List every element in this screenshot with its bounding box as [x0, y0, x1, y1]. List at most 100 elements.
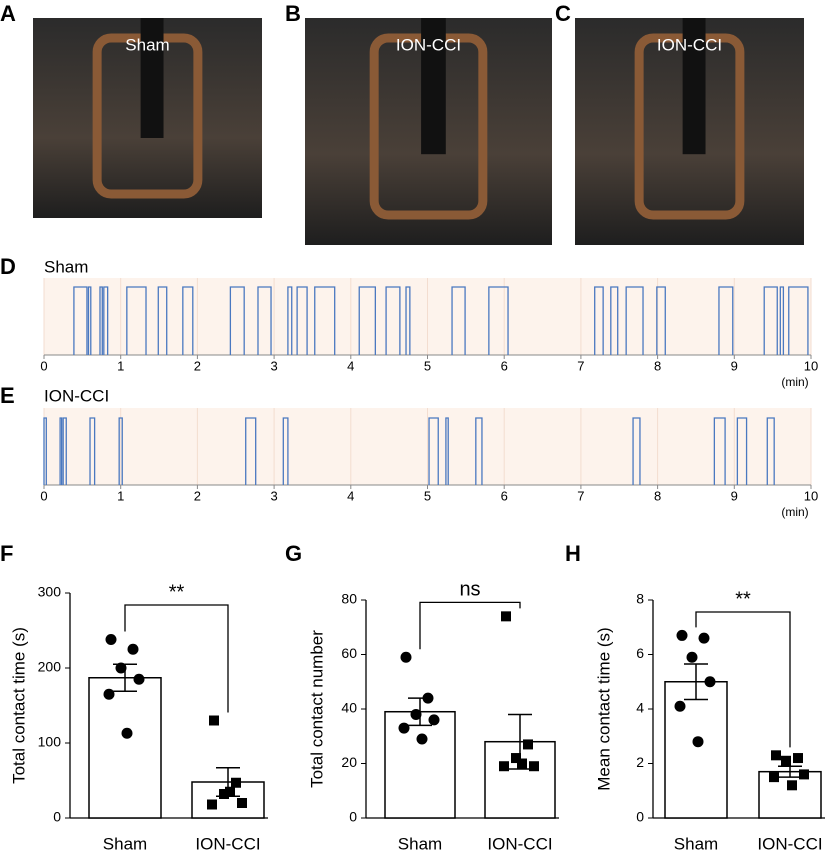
contact-pulse: [43, 417, 47, 485]
x-tick-label: Sham: [103, 834, 147, 853]
contact-pulse: [718, 286, 734, 355]
data-point: [231, 777, 241, 788]
data-point: [428, 714, 440, 726]
y-tick-label: 40: [341, 700, 357, 716]
y-tick-label: 6: [636, 645, 644, 661]
y-tick-label: 4: [636, 700, 644, 716]
data-point: [422, 692, 434, 704]
data-point: [781, 755, 791, 766]
panel-letter: B: [285, 1, 301, 26]
y-tick-label: 20: [341, 754, 357, 770]
contact-pulse: [445, 417, 449, 485]
y-tick-label: 200: [38, 659, 62, 675]
contact-pulse: [103, 286, 109, 355]
contact-pulse: [788, 286, 809, 355]
contact-pulse: [763, 286, 778, 355]
data-point: [410, 708, 422, 720]
data-point: [517, 758, 527, 769]
contact-pulse: [451, 286, 466, 355]
contact-pulse: [89, 417, 96, 485]
x-tick-label: 7: [577, 488, 584, 503]
data-point: [121, 727, 133, 739]
contact-pulse: [713, 417, 726, 485]
x-axis-label: (min): [781, 505, 808, 519]
probe: [682, 18, 706, 155]
y-axis-label: Mean contact time (s): [594, 627, 613, 790]
contact-pulse: [62, 417, 67, 485]
photo-label: ION-CCI: [396, 35, 461, 54]
x-tick-label: 3: [270, 358, 277, 373]
probe: [421, 18, 446, 155]
data-point: [787, 780, 797, 791]
y-axis-label: Total contact number: [307, 630, 326, 788]
y-tick-label: 80: [341, 591, 357, 607]
timeline-title: ION-CCI: [44, 386, 109, 405]
x-tick-label: 8: [654, 488, 661, 503]
contact-pulse: [736, 417, 748, 485]
x-tick-label: Sham: [674, 834, 718, 853]
significance-bracket: [695, 611, 791, 748]
contact-pulse: [118, 417, 123, 485]
y-tick-label: 0: [53, 809, 61, 825]
x-tick-label: 4: [347, 488, 354, 503]
x-axis-label: (min): [781, 375, 808, 389]
bar: [384, 710, 456, 819]
photo-label: ION-CCI: [657, 35, 722, 54]
x-tick-label: ION-CCI: [757, 834, 822, 853]
contact-pulse: [282, 417, 289, 485]
y-axis-label: Total contact time (s): [9, 627, 28, 784]
significance-bracket: [419, 601, 521, 650]
x-tick-label: 6: [501, 358, 508, 373]
contact-pulse: [182, 286, 194, 355]
bar: [88, 677, 162, 819]
data-point: [127, 643, 139, 655]
significance-label: **: [735, 588, 751, 610]
contact-pulse: [475, 417, 483, 485]
significance-label: **: [169, 581, 185, 603]
x-tick-label: 0: [40, 488, 47, 503]
contact-pulse: [296, 286, 308, 355]
contact-pulse: [287, 286, 293, 355]
data-point: [523, 739, 533, 750]
x-tick-label: 4: [347, 358, 354, 373]
panel-letter: D: [0, 254, 16, 279]
bar: [664, 681, 728, 819]
contact-pulse: [229, 286, 245, 355]
x-tick-label: ION-CCI: [487, 834, 552, 853]
data-point: [225, 786, 235, 797]
timeline-title: Sham: [44, 257, 88, 276]
contact-pulse: [385, 286, 401, 355]
contact-pulse: [610, 286, 619, 355]
y-tick-label: 100: [38, 734, 62, 750]
contact-pulse: [87, 286, 92, 355]
data-point: [529, 761, 539, 772]
contact-pulse: [245, 417, 257, 485]
error-bar: [684, 663, 708, 701]
significance-bracket: [124, 604, 229, 713]
panel-letter: A: [0, 1, 16, 26]
contact-pulse: [428, 417, 439, 485]
data-point: [793, 753, 803, 764]
x-tick-label: 5: [424, 358, 431, 373]
contact-pulse: [99, 286, 103, 355]
contact-pulse: [59, 417, 63, 485]
contact-pulse: [314, 286, 336, 355]
y-tick-label: 300: [38, 584, 62, 600]
x-tick-label: 0: [40, 358, 47, 373]
contact-pulse: [656, 286, 666, 355]
data-point: [103, 688, 115, 700]
x-tick-label: 6: [501, 488, 508, 503]
data-point: [400, 651, 412, 663]
data-point: [209, 715, 219, 726]
bar: [758, 770, 822, 819]
panel-letter: C: [555, 1, 571, 26]
x-tick-label: 10: [804, 488, 818, 503]
panel-letter: E: [0, 383, 15, 408]
x-tick-label: 2: [194, 358, 201, 373]
x-tick-label: ION-CCI: [195, 834, 260, 853]
x-tick-label: 9: [731, 358, 738, 373]
error-bar: [778, 765, 802, 778]
probe: [140, 18, 164, 138]
data-point: [692, 736, 704, 748]
